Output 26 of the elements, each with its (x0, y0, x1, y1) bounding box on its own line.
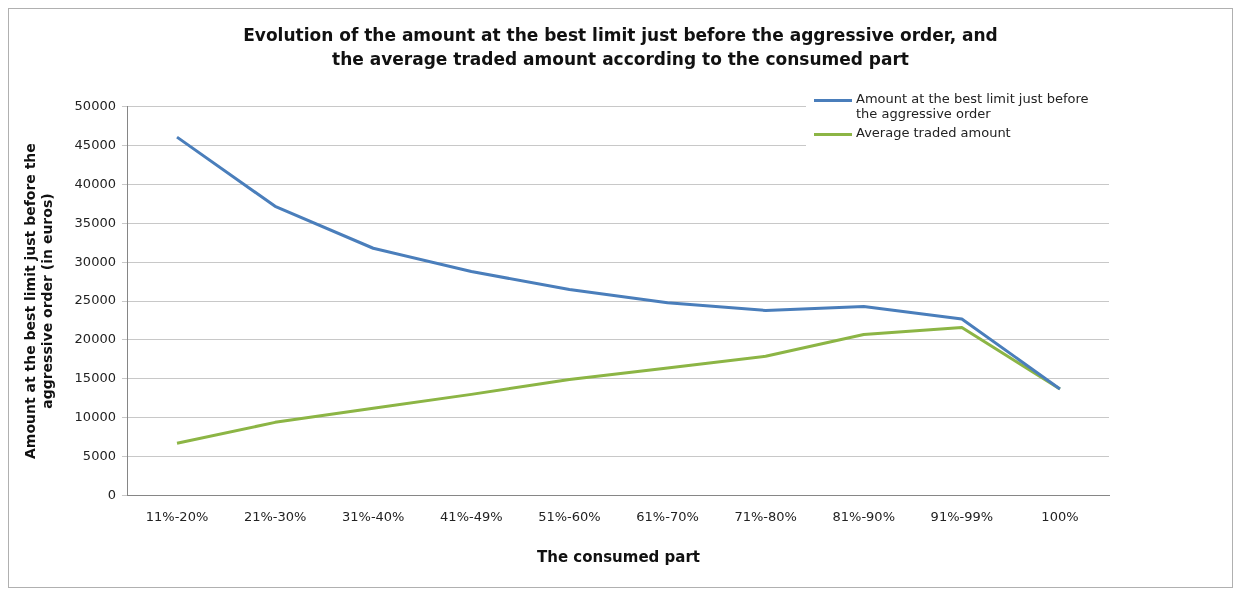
x-tick-label: 81%-90% (832, 508, 895, 524)
y-tick-label: 20000 (74, 331, 116, 347)
y-tick-label: 5000 (82, 447, 116, 463)
y-tick-label: 15000 (74, 370, 116, 386)
x-tick-label: 71%-80% (734, 508, 797, 524)
y-tick-label: 10000 (74, 409, 116, 425)
y-tick-label: 45000 (74, 137, 116, 153)
legend-label: Average traded amount (856, 125, 1011, 140)
y-tick-label: 0 (107, 486, 116, 502)
y-tick-label: 35000 (74, 214, 116, 230)
y-tick-label: 30000 (74, 253, 116, 269)
x-tick-label: 21%-30% (243, 508, 307, 524)
y-axis-title: Amount at the best limit just before the aggressive order (in euros) (22, 143, 55, 460)
y-tick-label: 50000 (74, 98, 116, 114)
chart-title: Evolution of the amount at the best limit just before the aggressive order, and the average traded amount according to the consumed part (243, 25, 998, 69)
x-tick-label: 100% (1041, 508, 1079, 524)
x-tick-label: 61%-70% (636, 508, 699, 524)
y-tick-label: 40000 (74, 175, 116, 191)
x-axis-title: The consumed part (536, 547, 700, 566)
x-tick-label: 91%-99% (930, 508, 994, 524)
x-tick-label: 31%-40% (341, 508, 405, 524)
x-tick-label: 11%-20% (145, 508, 209, 524)
x-tick-label: 41%-49% (440, 508, 503, 524)
x-tick-label: 51%-60% (538, 508, 601, 524)
y-tick-label: 25000 (74, 292, 116, 308)
legend-label: Amount at the best limit just before the aggressive order (856, 91, 1090, 121)
